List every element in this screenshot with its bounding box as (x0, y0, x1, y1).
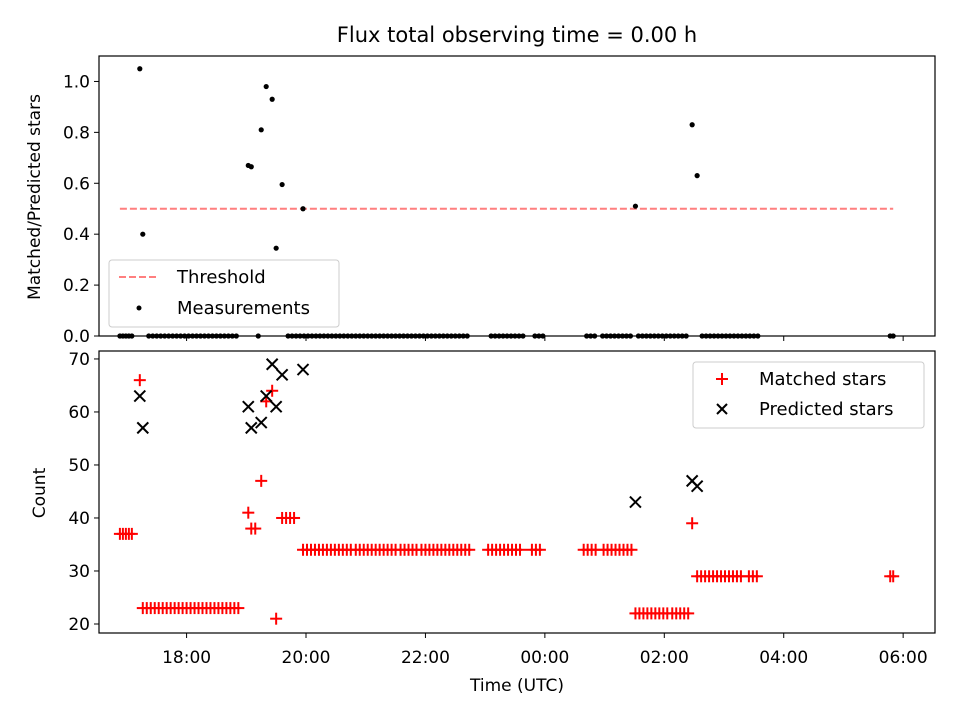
predicted-star-marker (629, 495, 642, 509)
bottom-ylabel: Count (30, 467, 50, 518)
matched-star-marker (270, 612, 283, 625)
threshold-legend-label: Threshold (176, 267, 266, 288)
figure-title: Flux total observing time = 0.00 h (337, 23, 697, 47)
matched-star-marker (682, 607, 695, 620)
top-legend: Threshold Measurements (108, 259, 340, 328)
bottom-ytick-label: 60 (68, 403, 90, 423)
measurement-point (279, 181, 285, 188)
bottom-xtick-label: 20:00 (282, 648, 331, 668)
matched-star-marker (232, 602, 245, 615)
matched-star-marker (463, 543, 476, 556)
top-ytick-label: 0.8 (63, 123, 90, 143)
bottom-axes-frame (98, 350, 936, 634)
matched-star-marker (750, 570, 763, 583)
matched-star-marker (266, 384, 279, 397)
matched-star-marker (887, 570, 900, 583)
matched-star-marker (533, 543, 546, 556)
predicted-star-marker (296, 363, 310, 376)
predicted-star-marker (245, 421, 258, 435)
predicted-star-marker (275, 368, 289, 382)
predicted-star-marker (259, 389, 273, 403)
top-ytick-label: 0.2 (63, 276, 90, 296)
matched-star-marker (133, 374, 146, 387)
top-ytick-label: 0.0 (63, 327, 90, 347)
measurement-point (689, 122, 695, 128)
measurement-point (694, 173, 700, 179)
measurement-point (140, 231, 146, 237)
matched-legend-label: Matched stars (759, 369, 886, 390)
matched-legend-swatch (716, 373, 728, 385)
matched-star-marker (686, 517, 699, 530)
predicted-star-marker (136, 421, 149, 435)
top-legend-box (108, 259, 340, 328)
bottom-ytick-label: 40 (68, 509, 90, 529)
matched-star-marker (288, 511, 301, 524)
bottom-axes: 20 30 40 50 60 70 18:00 20:00 22:00 00:00 02:00 04:… (68, 350, 936, 668)
top-ylabel: Matched/Predicted stars (25, 94, 45, 300)
predicted-star-marker (269, 400, 283, 413)
measurement-point (632, 203, 639, 209)
bottom-ytick-label: 50 (68, 456, 90, 476)
measurement-point (248, 164, 254, 170)
measurement-point (273, 245, 279, 251)
matched-star-marker (242, 506, 255, 519)
predicted-star-marker (255, 416, 268, 429)
predicted-star-marker (133, 389, 147, 403)
predicted-star-marker (242, 400, 255, 413)
predicted-star-marker (690, 479, 704, 493)
bottom-legend-box (692, 361, 925, 429)
measurements-legend-label: Measurements (177, 298, 310, 319)
top-ytick-label: 1.0 (63, 72, 90, 92)
matched-star-marker (125, 527, 138, 540)
predicted-star-marker (265, 358, 279, 371)
predicted-legend-label: Predicted stars (759, 399, 893, 420)
bottom-legend: Matched stars Predicted stars (692, 361, 925, 429)
predicted-legend-swatch (716, 403, 728, 415)
measurement-point (258, 127, 264, 133)
measurement-point (269, 96, 275, 102)
bottom-xlabel: Time (UTC) (469, 676, 564, 696)
measurement-point (137, 66, 143, 72)
top-ytick-label: 0.4 (63, 225, 90, 245)
bottom-xtick-label: 22:00 (401, 648, 450, 668)
bottom-xtick-label: 06:00 (879, 648, 928, 668)
bottom-ytick-label: 20 (68, 615, 90, 635)
measurements-legend-swatch (136, 305, 142, 311)
top-ytick-label: 0.6 (63, 174, 90, 194)
bottom-xtick-label: 02:00 (640, 648, 689, 668)
measurement-point (263, 83, 269, 90)
measurement-point (300, 206, 306, 212)
matched-star-marker (255, 474, 268, 487)
matched-star-marker (513, 543, 526, 556)
bottom-xtick-label: 18:00 (162, 648, 211, 668)
top-axes: 0.0 0.2 0.4 0.6 0.8 1.0 (63, 55, 936, 347)
bottom-ytick-label: 30 (68, 562, 90, 582)
matched-star-marker (249, 522, 262, 535)
top-axes-frame (98, 55, 936, 337)
bottom-ytick-label: 70 (68, 350, 90, 370)
bottom-xtick-label: 00:00 (520, 648, 569, 668)
bottom-xtick-label: 04:00 (759, 648, 808, 668)
matched-star-marker (625, 543, 638, 556)
